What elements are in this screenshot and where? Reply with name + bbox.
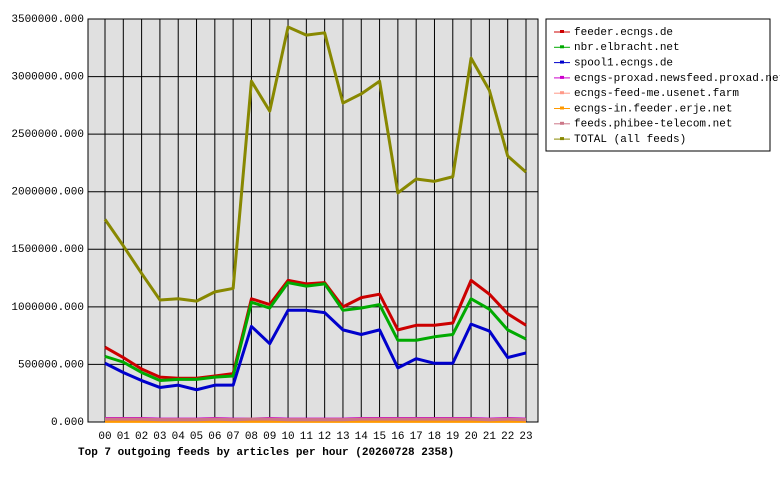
legend-label: ecngs-feed-me.usenet.farm [574,88,739,100]
legend-label: feeds.phibee-telecom.net [574,119,732,131]
x-tick-label: 22 [501,431,514,443]
y-tick-label: 3500000.000 [11,14,84,26]
y-tick-label: 1000000.000 [11,302,84,314]
legend-marker [560,121,564,125]
x-tick-label: 12 [318,431,331,443]
x-tick-label: 04 [172,431,186,443]
x-tick-label: 20 [464,431,477,443]
legend-marker [560,45,564,49]
y-tick-label: 2000000.000 [11,187,84,199]
legend-marker [560,137,564,141]
legend-label: ecngs-proxad.newsfeed.proxad.net [574,73,780,85]
x-tick-label: 03 [153,431,166,443]
y-tick-label: 2500000.000 [11,129,84,141]
series-line [104,308,527,392]
legend-label: nbr.elbracht.net [574,42,680,54]
x-tick-label: 11 [300,431,314,443]
legend-label: feeder.ecngs.de [574,27,673,39]
x-tick-label: 21 [483,431,497,443]
x-tick-label: 00 [98,431,111,443]
y-tick-label: 1500000.000 [11,244,84,256]
plot-area [87,18,539,423]
legend-marker [560,30,564,33]
x-tick-label: 15 [373,431,386,443]
x-tick-label: 19 [446,431,459,443]
legend-marker [560,106,564,110]
x-tick-label: 18 [428,431,441,443]
legend-box [545,18,771,152]
x-tick-label: 05 [190,431,203,443]
series-line [105,417,527,422]
chart-title: Top 7 outgoing feeds by articles per hou… [78,447,454,459]
x-tick-label: 14 [355,431,369,443]
y-tick-label: 3000000.000 [11,71,84,83]
legend-marker [560,91,564,95]
series-line [104,278,527,380]
x-tick-label: 23 [519,431,532,443]
legend-label: TOTAL (all feeds) [574,134,686,146]
x-tick-label: 09 [263,431,276,443]
x-tick-label: 08 [245,431,258,443]
x-tick-label: 01 [117,431,131,443]
legend-marker [560,60,564,64]
x-tick-label: 16 [391,431,404,443]
x-tick-label: 02 [135,431,148,443]
series-line [104,281,527,383]
x-tick-label: 10 [281,431,294,443]
series-line [103,25,527,303]
x-tick-label: 13 [336,431,349,443]
legend-marker [560,75,564,79]
y-tick-label: 500000.000 [18,359,84,371]
x-tick-label: 07 [227,431,240,443]
x-tick-label: 17 [410,431,423,443]
y-tick-label: 0.000 [51,417,84,429]
x-tick-label: 06 [208,431,221,443]
legend-label: ecngs-in.feeder.erje.net [574,103,732,115]
legend-label: spool1.ecngs.de [574,58,673,70]
